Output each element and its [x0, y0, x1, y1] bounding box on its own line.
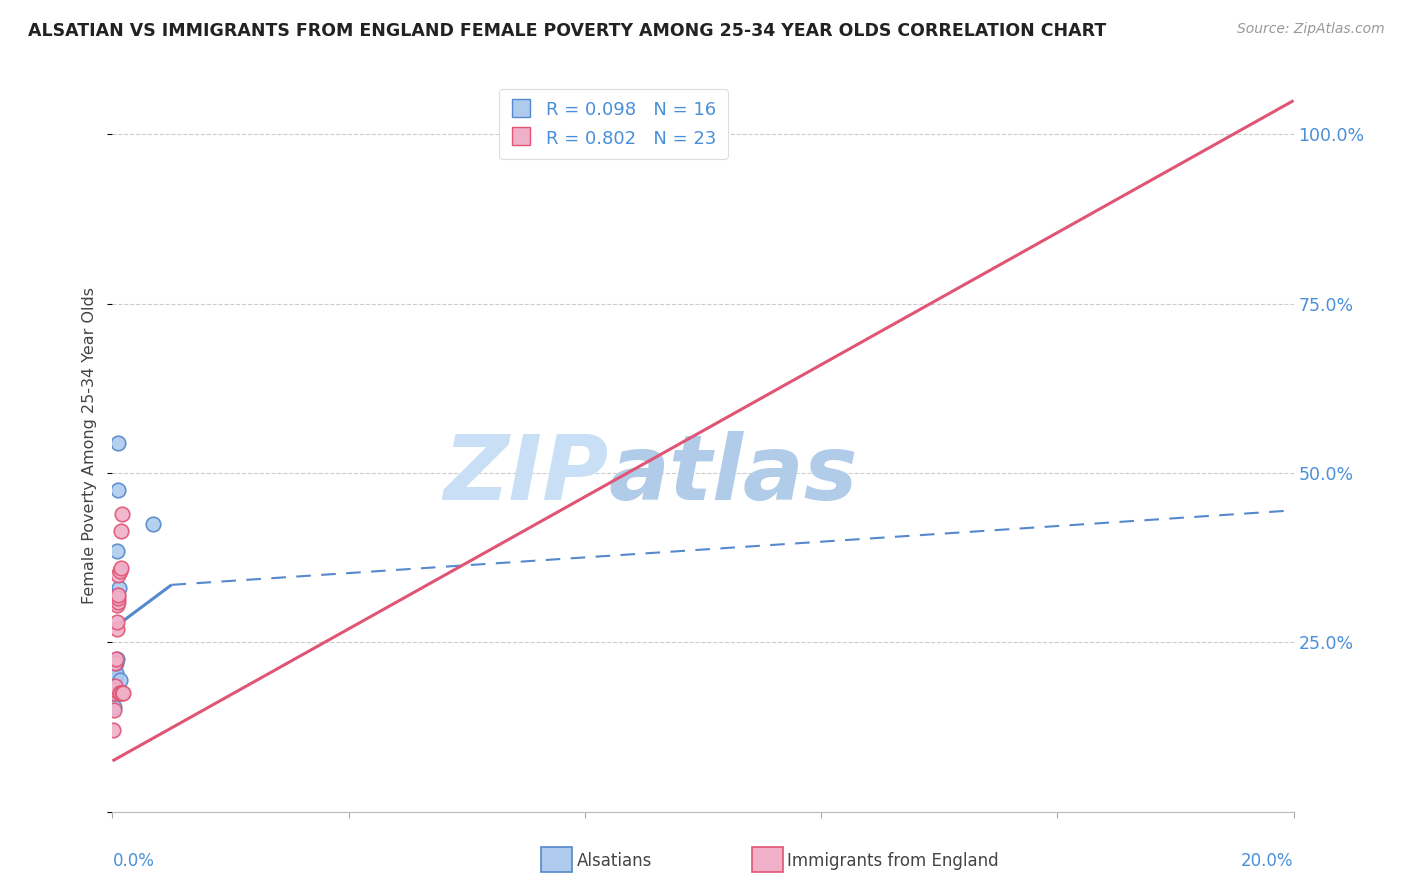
- Point: [111, 686, 134, 700]
- Point: [105, 544, 128, 558]
- Text: 20.0%: 20.0%: [1241, 852, 1294, 870]
- Point: [103, 686, 125, 700]
- Point: [110, 524, 132, 538]
- Text: Alsatians: Alsatians: [576, 852, 652, 870]
- Text: Immigrants from England: Immigrants from England: [787, 852, 1000, 870]
- Point: [142, 516, 165, 531]
- Point: [111, 507, 134, 521]
- Point: [105, 622, 128, 636]
- Point: [107, 588, 129, 602]
- Point: [105, 656, 128, 670]
- Point: [105, 588, 128, 602]
- Y-axis label: Female Poverty Among 25-34 Year Olds: Female Poverty Among 25-34 Year Olds: [82, 287, 97, 605]
- Text: 0.0%: 0.0%: [112, 852, 155, 870]
- Text: atlas: atlas: [609, 431, 858, 519]
- Point: [108, 564, 131, 578]
- Point: [103, 703, 125, 717]
- Point: [107, 595, 129, 609]
- Point: [104, 656, 127, 670]
- Point: [515, 128, 537, 142]
- Point: [108, 673, 131, 687]
- Point: [104, 676, 127, 690]
- Point: [107, 567, 129, 582]
- Legend: R = 0.098   N = 16, R = 0.802   N = 23: R = 0.098 N = 16, R = 0.802 N = 23: [499, 89, 727, 159]
- Point: [104, 680, 127, 694]
- Point: [110, 561, 132, 575]
- Point: [107, 483, 129, 497]
- Point: [105, 652, 128, 666]
- Point: [103, 699, 125, 714]
- Point: [107, 591, 129, 606]
- Point: [105, 665, 128, 680]
- Text: ZIP: ZIP: [443, 431, 609, 519]
- Point: [111, 686, 134, 700]
- Text: ALSATIAN VS IMMIGRANTS FROM ENGLAND FEMALE POVERTY AMONG 25-34 YEAR OLDS CORRELA: ALSATIAN VS IMMIGRANTS FROM ENGLAND FEMA…: [28, 22, 1107, 40]
- Point: [104, 669, 127, 683]
- Text: Source: ZipAtlas.com: Source: ZipAtlas.com: [1237, 22, 1385, 37]
- Point: [105, 615, 128, 629]
- Point: [105, 598, 128, 612]
- Point: [103, 686, 125, 700]
- Point: [101, 723, 124, 738]
- Point: [108, 686, 131, 700]
- Point: [105, 652, 128, 666]
- Point: [108, 686, 131, 700]
- Point: [107, 435, 129, 450]
- Point: [108, 581, 131, 595]
- Point: [104, 680, 127, 694]
- Point: [104, 673, 127, 687]
- Point: [104, 682, 127, 697]
